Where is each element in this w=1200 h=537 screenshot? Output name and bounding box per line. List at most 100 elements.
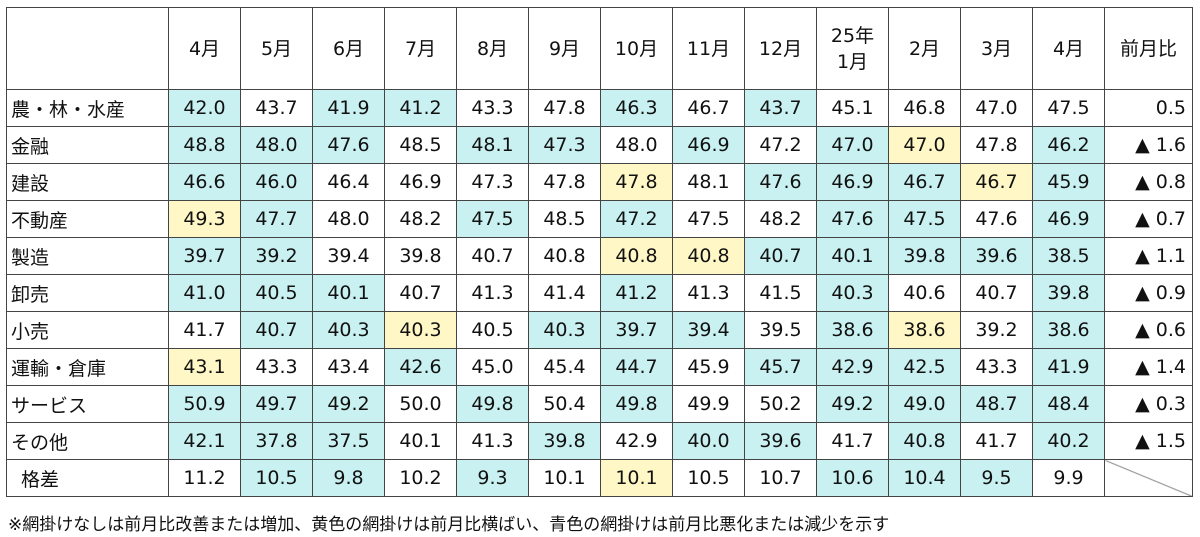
value-cell: 46.9	[816, 163, 889, 201]
value-cell: 41.7	[816, 422, 889, 460]
change-cell: ▲ 0.6	[1104, 311, 1193, 349]
value-cell: 47.8	[600, 163, 673, 201]
value-cell: 42.9	[600, 422, 673, 460]
row-label: 卸売	[6, 274, 169, 312]
value-cell: 47.5	[1032, 89, 1105, 127]
value-cell: 47.6	[816, 200, 889, 238]
value-cell: 48.5	[528, 200, 601, 238]
value-cell: 48.1	[672, 163, 745, 201]
change-cell: ▲ 0.3	[1104, 385, 1193, 423]
value-cell: 47.3	[456, 163, 529, 201]
row-label: 金融	[6, 126, 169, 164]
value-cell: 41.9	[1032, 348, 1105, 386]
change-cell: 0.5	[1104, 89, 1193, 127]
row-label: 農・林・水産	[6, 89, 169, 127]
value-cell: 48.2	[744, 200, 817, 238]
value-cell: 40.8	[888, 422, 961, 460]
data-row: 格差 11.2 10.5 9.8 10.2 9.3 10.1 10.1 10.5 10.7 10.6…	[6, 459, 1193, 497]
value-cell: 39.2	[960, 311, 1033, 349]
value-cell: 40.3	[528, 311, 601, 349]
value-cell: 39.6	[960, 237, 1033, 275]
value-cell: 46.0	[240, 163, 313, 201]
month-header: 7月	[384, 7, 457, 90]
value-cell: 49.2	[816, 385, 889, 423]
value-cell: 39.5	[744, 311, 817, 349]
value-cell: 40.2	[1032, 422, 1105, 460]
value-cell: 42.0	[168, 89, 241, 127]
value-cell: 40.1	[816, 237, 889, 275]
month-header: 8月	[456, 7, 529, 90]
value-cell: 43.3	[960, 348, 1033, 386]
change-header: 前月比	[1104, 7, 1193, 90]
value-cell: 39.8	[528, 422, 601, 460]
value-cell: 10.4	[888, 459, 961, 497]
value-cell: 9.3	[456, 459, 529, 497]
value-cell: 39.7	[600, 311, 673, 349]
value-cell: 45.1	[816, 89, 889, 127]
value-cell: 45.9	[1032, 163, 1105, 201]
value-cell: 11.2	[168, 459, 241, 497]
value-cell: 39.7	[168, 237, 241, 275]
row-label: 運輸・倉庫	[6, 348, 169, 386]
data-row: 運輸・倉庫 43.1 43.3 43.4 42.6 45.0 45.4 44.7 45.9 45.…	[6, 348, 1193, 386]
value-cell: 49.8	[600, 385, 673, 423]
header-row: 4月 5月 6月 7月 8月 9月 10月 11月 12月 25年 1月 2月 3月 4月 前月比	[6, 7, 1193, 90]
value-cell: 47.3	[528, 126, 601, 164]
month-header: 3月	[960, 7, 1033, 90]
value-cell: 38.5	[1032, 237, 1105, 275]
data-row: 農・林・水産 42.0 43.7 41.9 41.2 43.3 47.8 46.3 46.7 43…	[6, 89, 1193, 127]
value-cell: 42.6	[384, 348, 457, 386]
value-cell: 42.9	[816, 348, 889, 386]
month-header: 2月	[888, 7, 961, 90]
change-cell: ▲ 1.4	[1104, 348, 1193, 386]
value-cell: 43.3	[240, 348, 313, 386]
data-row: 製造 39.7 39.2 39.4 39.8 40.7 40.8 40.8 40.8 40.7 40…	[6, 237, 1193, 275]
value-cell: 40.0	[672, 422, 745, 460]
value-cell: 48.7	[960, 385, 1033, 423]
value-cell: 47.2	[744, 126, 817, 164]
value-cell: 46.8	[888, 89, 961, 127]
value-cell: 10.1	[600, 459, 673, 497]
value-cell: 47.6	[960, 200, 1033, 238]
value-cell: 41.0	[168, 274, 241, 312]
value-cell: 46.9	[1032, 200, 1105, 238]
data-row: 不動産 49.3 47.7 48.0 48.2 47.5 48.5 47.2 47.5 48.2 4…	[6, 200, 1193, 238]
row-label: 製造	[6, 237, 169, 275]
value-cell: 46.6	[168, 163, 241, 201]
value-cell: 10.6	[816, 459, 889, 497]
value-cell: 39.4	[672, 311, 745, 349]
value-cell: 40.7	[960, 274, 1033, 312]
change-cell: ▲ 0.8	[1104, 163, 1193, 201]
value-cell: 41.7	[960, 422, 1033, 460]
value-cell: 39.6	[744, 422, 817, 460]
value-cell: 47.2	[600, 200, 673, 238]
value-cell: 39.8	[1032, 274, 1105, 312]
value-cell: 40.1	[312, 274, 385, 312]
value-cell: 9.5	[960, 459, 1033, 497]
value-cell: 40.7	[456, 237, 529, 275]
value-cell: 41.2	[600, 274, 673, 312]
value-cell: 10.2	[384, 459, 457, 497]
value-cell: 47.5	[888, 200, 961, 238]
value-cell: 45.7	[744, 348, 817, 386]
value-cell: 43.1	[168, 348, 241, 386]
value-cell: 46.3	[600, 89, 673, 127]
value-cell: 48.4	[1032, 385, 1105, 423]
data-row: 金融 48.8 48.0 47.6 48.5 48.1 47.3 48.0 46.9 47.2 47…	[6, 126, 1193, 164]
value-cell: 50.0	[384, 385, 457, 423]
value-cell: 46.2	[1032, 126, 1105, 164]
value-cell: 38.6	[888, 311, 961, 349]
value-cell: 10.7	[744, 459, 817, 497]
row-label: 小売	[6, 311, 169, 349]
month-header: 9月	[528, 7, 601, 90]
data-row: 建設 46.6 46.0 46.4 46.9 47.3 47.8 47.8 48.1 47.6 46…	[6, 163, 1193, 201]
change-cell: ▲ 1.1	[1104, 237, 1193, 275]
row-label: サービス	[6, 385, 169, 423]
value-cell: 46.9	[672, 126, 745, 164]
change-cell: ▲ 1.6	[1104, 126, 1193, 164]
value-cell: 41.5	[744, 274, 817, 312]
value-cell: 39.8	[888, 237, 961, 275]
value-cell: 47.6	[312, 126, 385, 164]
value-cell: 40.6	[888, 274, 961, 312]
